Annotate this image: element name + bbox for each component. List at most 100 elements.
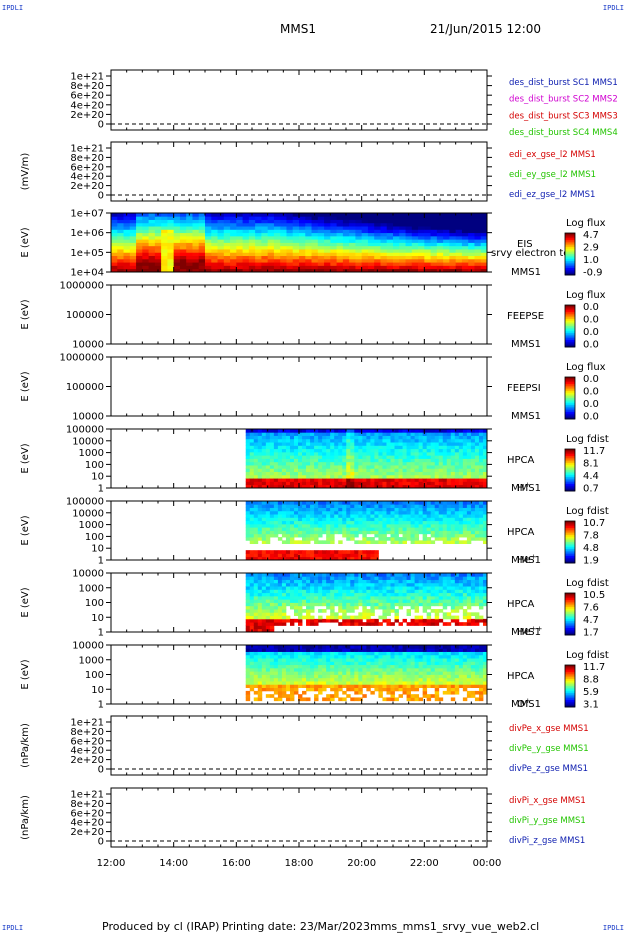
panel-7-cell [374, 523, 379, 528]
panel-9-cell [342, 664, 347, 669]
panel-6-cell [394, 445, 399, 450]
panel-7-cell [478, 527, 484, 531]
panel-8-cell [406, 602, 411, 607]
panel-6-cell [398, 448, 403, 453]
panel-3-cell [179, 213, 187, 217]
panel-3-cell [424, 245, 431, 250]
panel-8-cell [386, 595, 391, 600]
panel-6-cell [470, 438, 476, 443]
panel-3-cell [399, 245, 406, 250]
panel-9-cell [293, 684, 299, 689]
panel-6-cell [281, 484, 287, 489]
panel-8-cell [330, 612, 335, 617]
panel-7-cell [430, 533, 436, 538]
panel-3-cell [349, 232, 356, 237]
panel-3-cell [424, 262, 431, 266]
panel-8-cell [362, 605, 367, 610]
panel-3-cell [330, 232, 337, 237]
panel-8-cell [430, 599, 436, 603]
panel-8-cell [362, 579, 367, 584]
panel-3-cell [455, 242, 463, 247]
panel-3-cell [299, 245, 306, 250]
panel-3-cell [449, 258, 457, 263]
panel-8-cell [245, 618, 251, 623]
panel-8-cell [414, 579, 420, 584]
panel-9-cell [338, 651, 343, 656]
panel-8-cell [466, 618, 472, 623]
panel-6-cell [314, 451, 319, 456]
panel-3-cell [436, 262, 444, 266]
panel-8-cell [414, 605, 420, 610]
panel-6-cell [470, 455, 476, 459]
panel-8-cell [438, 576, 444, 580]
panel-6-cell [269, 458, 275, 463]
panel-3-cell [280, 265, 287, 270]
panel-3-cell [336, 255, 344, 260]
panel-9-cell [293, 651, 299, 656]
panel-6-cell [261, 481, 267, 486]
panel-7-cell [261, 504, 267, 508]
panel-7-cell [446, 533, 452, 538]
panel-7-cell [446, 520, 452, 525]
panel-8-cell [426, 573, 432, 577]
panel-9-cell [310, 684, 315, 689]
panel-7-cell [434, 533, 440, 538]
panel-3-cell [461, 222, 469, 227]
panel-6-cell [314, 481, 319, 486]
panel-6-cell [390, 461, 395, 466]
panel-7-cell [466, 517, 472, 522]
panel-7-cell [269, 507, 275, 512]
panel-6-cell [418, 435, 424, 440]
panel-6-cell [257, 445, 263, 450]
panel-6-cell [482, 474, 488, 479]
panel-3-cell [142, 262, 149, 266]
panel-7-cell [482, 504, 488, 508]
panel-7-cell [342, 501, 347, 505]
panel-7-cell [245, 517, 251, 522]
panel-6-cell [370, 461, 375, 466]
panel-3-cell [380, 229, 388, 234]
panel-3-cell [386, 252, 394, 257]
panel-3-cell [111, 239, 118, 243]
panel-7-cell [298, 523, 303, 528]
panel-8-cell [338, 586, 343, 590]
panel-8-cell [414, 595, 420, 600]
panel-6-cell [430, 429, 436, 433]
panel-3-cell [361, 235, 369, 240]
panel-8-colorbar-step [565, 619, 575, 622]
panel-3-ytick-label: 1e+06 [70, 228, 104, 239]
panel-7-cell [482, 530, 488, 535]
panel-7-cell [338, 517, 343, 522]
panel-6-cell [310, 474, 315, 479]
panel-7-cell [314, 540, 319, 545]
panel-8-cell [257, 573, 263, 577]
panel-7-cell [390, 504, 395, 508]
panel-3-cell [117, 235, 124, 240]
panel-6-cell [289, 432, 295, 436]
panel-7-cell [277, 553, 283, 558]
panel-6-cell [322, 445, 327, 450]
panel-9-cell [346, 684, 351, 689]
panel-7-cell [265, 520, 271, 525]
panel-8-cell [422, 589, 428, 594]
panel-3-cell [292, 222, 300, 227]
panel-8-cell [253, 618, 259, 623]
panel-9-cell [289, 694, 295, 698]
panel-8-cell [422, 573, 428, 577]
panel-3-cell [261, 258, 269, 263]
panel-7-cell [382, 533, 387, 538]
panel-6-cell [253, 451, 259, 456]
panel-3-cell [261, 229, 269, 234]
panel-3-cell [242, 229, 250, 234]
panel-3-cell [198, 242, 206, 247]
panel-6-cell [470, 448, 476, 453]
panel-6-cell [482, 458, 488, 463]
panel-6-cell [306, 448, 311, 453]
panel-9-cell [310, 654, 315, 659]
panel-8-cell [350, 622, 355, 626]
panel-8-cell [462, 586, 468, 590]
panel-3-cell [430, 239, 438, 243]
panel-3-cell [255, 239, 262, 243]
panel-9-cell [302, 667, 307, 672]
panel-5-colorbar-step [565, 399, 575, 402]
